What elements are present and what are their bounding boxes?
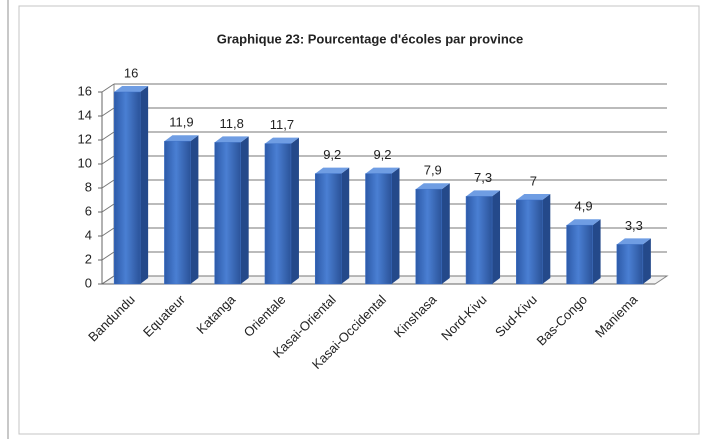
bar-side bbox=[542, 194, 551, 284]
bar-top bbox=[566, 219, 601, 226]
data-label: 7 bbox=[530, 173, 537, 188]
y-tick-label: 8 bbox=[85, 179, 92, 194]
chart-title: Graphique 23: Pourcentage d'écoles par p… bbox=[217, 31, 524, 46]
bar-top bbox=[214, 136, 249, 143]
grid-diagonal bbox=[101, 227, 115, 237]
y-tick-label: 4 bbox=[85, 227, 92, 242]
data-label: 4,9 bbox=[575, 199, 593, 214]
grid-diagonal bbox=[101, 83, 115, 93]
data-label: 11,9 bbox=[169, 115, 193, 130]
grid-diagonal bbox=[101, 251, 115, 261]
y-tick-label: 14 bbox=[78, 107, 92, 122]
bar-top bbox=[264, 137, 299, 144]
y-tick-label: 16 bbox=[78, 83, 92, 98]
bar bbox=[415, 188, 443, 285]
bar-top bbox=[616, 238, 651, 245]
bar-side bbox=[290, 137, 299, 284]
data-label: 9,2 bbox=[373, 147, 391, 162]
bar-side bbox=[391, 167, 400, 284]
bar-top bbox=[415, 183, 450, 190]
data-label: 11,7 bbox=[270, 117, 294, 132]
bar-side bbox=[642, 238, 651, 284]
bar-side bbox=[441, 183, 450, 284]
grid-diagonal bbox=[101, 155, 115, 165]
bar-top bbox=[315, 167, 350, 174]
bar-top bbox=[516, 194, 551, 200]
data-label: 7,3 bbox=[474, 170, 492, 185]
bar bbox=[214, 142, 241, 285]
bar-top bbox=[114, 86, 149, 92]
y-tick-label: 12 bbox=[78, 131, 92, 146]
data-label: 11,8 bbox=[220, 116, 244, 131]
bar bbox=[113, 91, 141, 285]
grid-diagonal bbox=[101, 203, 115, 213]
grid-diagonal bbox=[101, 131, 115, 141]
grid-diagonal bbox=[101, 179, 115, 189]
data-label: 3,3 bbox=[625, 218, 643, 233]
bar-side bbox=[592, 219, 601, 284]
y-tick-label: 6 bbox=[85, 203, 92, 218]
bar bbox=[314, 173, 342, 285]
grid-diagonal bbox=[101, 107, 115, 117]
y-tick-label: 2 bbox=[85, 251, 92, 266]
bar-top bbox=[164, 135, 199, 142]
data-label: 7,9 bbox=[424, 163, 442, 178]
bar-top bbox=[466, 190, 501, 197]
bar bbox=[616, 244, 644, 285]
data-label: 16 bbox=[124, 65, 138, 80]
bar bbox=[566, 224, 593, 285]
bar bbox=[264, 143, 292, 285]
data-label: 9,2 bbox=[323, 147, 341, 162]
y-tick-label: 0 bbox=[85, 275, 92, 290]
bar bbox=[516, 199, 543, 285]
bar bbox=[365, 173, 392, 285]
bar-side bbox=[240, 136, 249, 284]
bar-side bbox=[140, 86, 149, 284]
bar-side bbox=[190, 135, 199, 284]
bar-side bbox=[492, 190, 501, 284]
bar-top bbox=[365, 167, 400, 174]
y-tick-label: 10 bbox=[78, 155, 92, 170]
bar bbox=[164, 140, 191, 285]
bar bbox=[465, 196, 493, 285]
grid-diagonal bbox=[101, 275, 115, 285]
bar-side bbox=[341, 167, 350, 284]
